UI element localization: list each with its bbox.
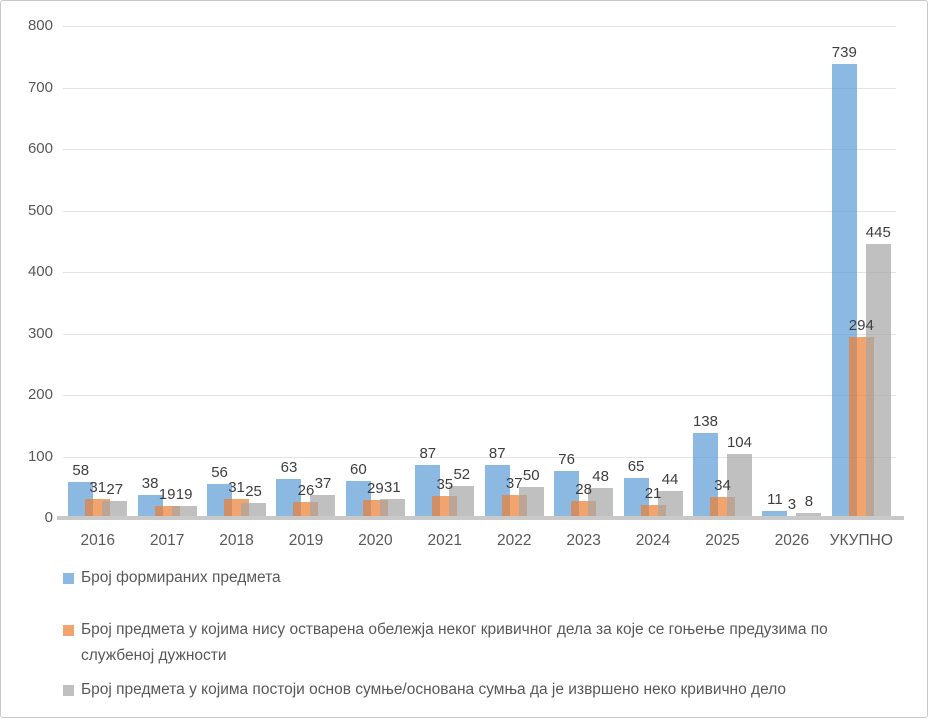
bar-series3-2018 (241, 502, 267, 518)
legend-label-3: Број предмета у којима постоји основ сум… (81, 681, 787, 698)
gridline-600 (63, 149, 896, 150)
bar-value-label-series1-2020: 60 (350, 461, 367, 479)
bar-series3-2024 (657, 490, 683, 518)
bar-value-label-series3-2016: 27 (106, 481, 124, 499)
plot-area: 58 31 27 38 19 19 56 31 25 63 26 37 60 29 31 87 35 52 87 37… (57, 26, 904, 520)
y-axis-tick-label-300: 300 (27, 324, 53, 342)
x-axis-tick-label-2023: 2023 (566, 532, 601, 549)
bar-value-label-series1-2023: 76 (558, 451, 575, 469)
bar-value-label-series2-2020: 29 (367, 480, 384, 498)
bar-value-label-series3-2025: 104 (726, 434, 752, 452)
bar-value-label-series2-2022: 37 (505, 475, 523, 493)
bar-value-label-series3-2021: 52 (453, 466, 471, 484)
x-axis-tick-label-2022: 2022 (496, 532, 532, 549)
y-axis: 0 100 200 300 400 500 600 700 800 (1, 17, 53, 526)
bar-series1-2026 (762, 511, 788, 518)
gridline-800 (63, 26, 896, 27)
x-axis-tick-label-2025: 2025 (705, 532, 740, 549)
bar-value-label-series3-2024: 44 (661, 470, 679, 488)
bar-series3-2017 (171, 506, 197, 518)
bar-series3-2019 (310, 495, 336, 518)
legend-item-3: Број предмета у којима постоји основ сум… (63, 677, 895, 703)
x-axis-tick-label-2018: 2018 (219, 532, 254, 549)
bar-value-label-series1-2018: 56 (211, 463, 228, 481)
bar-value-label-series2-2026: 3 (787, 496, 797, 514)
bar-value-label-series2-2018: 31 (228, 478, 245, 496)
gridline-500 (63, 210, 896, 212)
bar-series3-2021 (449, 486, 475, 518)
y-axis-tick-label-500: 500 (27, 201, 53, 219)
x-axis-tick-label-УКУПНО: УКУПНО (829, 532, 893, 549)
gridline-100 (63, 456, 896, 458)
x-axis-tick-label-2019: 2019 (288, 532, 324, 549)
bar-value-label-series1-2025: 138 (692, 413, 718, 431)
bar-value-label-series1-2016: 58 (72, 462, 90, 480)
bar-series3-2022 (518, 487, 544, 518)
bar-value-label-series3-УКУПНО: 445 (865, 224, 891, 242)
bar-value-label-series3-2022: 50 (522, 467, 540, 485)
bar-value-label-series3-2026: 8 (804, 493, 814, 511)
bar-value-label-series1-2024: 65 (627, 458, 645, 476)
gridline-700 (63, 87, 896, 89)
bar-value-label-series2-2016: 31 (89, 478, 107, 496)
x-axis-tick-label-2024: 2024 (635, 532, 671, 549)
legend: Број формираних предмета Број предмета у … (63, 565, 895, 703)
x-axis-tick-label-2021: 2021 (427, 532, 463, 549)
y-axis-tick-label-0: 0 (44, 509, 53, 526)
y-axis-tick-label-400: 400 (27, 263, 53, 280)
y-axis-tick-label-200: 200 (27, 386, 53, 403)
bar-value-label-series1-2017: 38 (141, 474, 159, 492)
legend-swatch-icon-1 (63, 573, 74, 584)
y-axis-tick-label-600: 600 (27, 140, 53, 157)
x-axis-tick-label-2020: 2020 (358, 532, 393, 549)
bar-value-label-series1-2026: 11 (767, 491, 783, 509)
x-axis: 2016 2017 2018 2019 2020 2021 2022 2023 2024 2025… (63, 532, 896, 554)
bar-value-label-series2-2025: 34 (714, 477, 731, 495)
bar-value-label-series3-2017: 19 (175, 486, 193, 504)
legend-label-2: Број предмета у којима нису остварена об… (81, 621, 828, 664)
bar-series3-2026 (796, 513, 822, 518)
legend-swatch-icon-2 (63, 625, 74, 636)
bar-value-label-series3-2020: 31 (384, 478, 401, 496)
y-axis-tick-label-800: 800 (27, 17, 53, 34)
bar-value-label-series1-2022: 87 (488, 444, 506, 462)
bar-series3-2025 (726, 454, 752, 518)
bar-series3-2020 (379, 498, 405, 518)
bar-value-label-series2-2023: 28 (575, 480, 592, 498)
bar-value-label-series1-2019: 63 (280, 459, 298, 477)
bar-series2-2017 (154, 506, 180, 518)
bar-value-label-series1-2021: 87 (419, 444, 437, 462)
legend-label-1: Број формираних предмета (81, 569, 281, 586)
bar-value-label-series1-УКУПНО: 739 (831, 43, 857, 61)
y-axis-tick-label-100: 100 (27, 447, 53, 465)
x-axis-tick-label-2017: 2017 (149, 532, 185, 549)
bar-value-label-series2-2024: 21 (644, 485, 662, 503)
y-axis-tick-label-700: 700 (27, 78, 53, 96)
bar-value-label-series2-2019: 26 (297, 482, 315, 500)
bar-series3-2016 (102, 501, 128, 518)
gridline-200 (63, 395, 896, 396)
bar-series3-УКУПНО (865, 244, 891, 518)
legend-swatch-icon-3 (63, 685, 74, 696)
gridline-400 (63, 272, 896, 273)
gridline-300 (63, 333, 896, 335)
legend-item-2: Број предмета у којима нису остварена об… (63, 617, 895, 669)
bar-value-label-series2-2021: 35 (436, 476, 454, 494)
bar-value-label-series3-2019: 37 (314, 475, 332, 493)
x-axis-tick-label-2026: 2026 (774, 532, 810, 549)
bar-series3-2023 (588, 488, 614, 518)
legend-item-1: Број формираних предмета (63, 565, 895, 591)
x-axis-line (57, 516, 904, 520)
bar-value-label-series3-2018: 25 (245, 482, 262, 500)
bar-value-label-series2-2017: 19 (158, 486, 176, 504)
x-axis-tick-label-2016: 2016 (80, 532, 115, 549)
bar-value-label-series3-2023: 48 (592, 468, 609, 486)
bar-value-label-series2-УКУПНО: 294 (848, 317, 874, 335)
